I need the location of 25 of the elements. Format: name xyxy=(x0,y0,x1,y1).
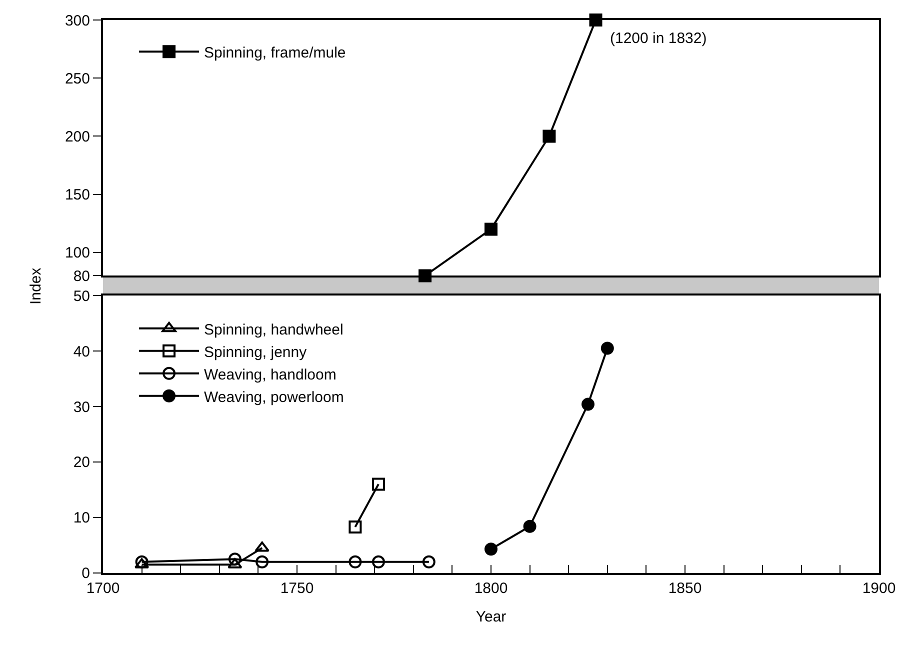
x-tick-label: 1900 xyxy=(862,580,896,597)
y-tick-label: 50 xyxy=(73,288,90,305)
x-tick-label: 1800 xyxy=(474,580,508,597)
y-tick-label: 100 xyxy=(64,244,90,262)
x-tick-label: 1700 xyxy=(86,580,120,597)
legend-label: Spinning, jenny xyxy=(204,344,308,361)
y-tick-label: 200 xyxy=(64,128,90,146)
y-tick-label: 20 xyxy=(73,454,90,472)
y-tick-label: 250 xyxy=(64,70,90,88)
legend-label: Weaving, handloom xyxy=(204,366,336,384)
y-tick-label: 150 xyxy=(64,186,90,204)
x-tick-label: 1850 xyxy=(668,580,702,597)
legend-label: Spinning, handwheel xyxy=(204,321,344,338)
y-axis-title: Index xyxy=(27,267,44,304)
x-axis-title: Year xyxy=(476,608,506,626)
legend-label: Spinning, frame/mule xyxy=(204,44,346,62)
x-tick-label: 1750 xyxy=(280,580,314,597)
y-tick-label: 300 xyxy=(64,12,90,30)
y-tick-label: 40 xyxy=(73,343,90,360)
y-tick-label: 0 xyxy=(82,565,90,582)
y-tick-label: 10 xyxy=(73,510,90,527)
y-tick-label: 80 xyxy=(73,268,90,285)
y-tick-label: 30 xyxy=(73,398,90,416)
annotation: (1200 in 1832) xyxy=(610,30,707,47)
legend-label: Weaving, powerloom xyxy=(204,388,344,406)
